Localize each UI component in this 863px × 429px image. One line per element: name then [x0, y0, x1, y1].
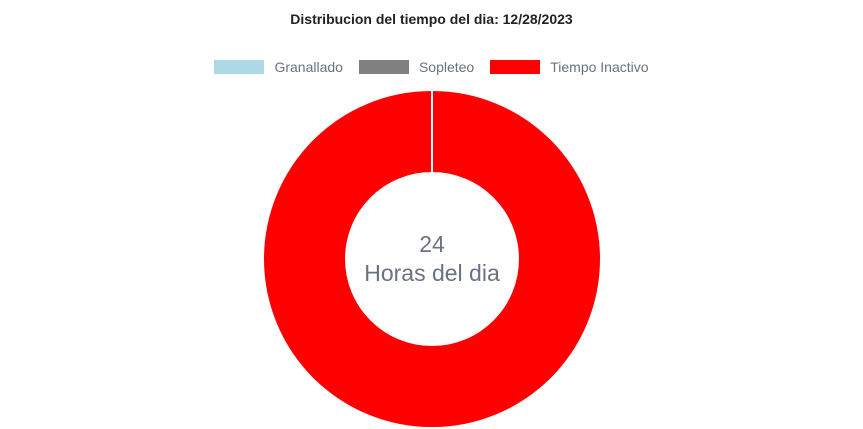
legend-label-sopleteo: Sopleteo	[418, 59, 475, 75]
legend-swatch-sopleteo	[358, 60, 409, 74]
legend-swatch-granallado	[214, 60, 265, 74]
center-value: 24	[419, 231, 445, 257]
legend-item-granallado[interactable]: Granallado	[214, 59, 343, 75]
legend-label-granallado: Granallado	[274, 59, 343, 75]
legend-item-tiempo-inactivo[interactable]: Tiempo Inactivo	[490, 59, 649, 75]
center-label: Horas del dia	[364, 260, 500, 286]
donut-slice-tiempo-inactivo[interactable]	[263, 90, 600, 428]
donut-slices	[263, 90, 600, 428]
legend-item-sopleteo[interactable]: Sopleteo	[358, 59, 475, 75]
chart-title: Distribucion del tiempo del dia: 12/28/2…	[290, 11, 573, 27]
chart-legend: Granallado Sopleteo Tiempo Inactivo	[0, 59, 863, 75]
legend-swatch-tiempo-inactivo	[490, 60, 541, 74]
legend-label-tiempo-inactivo: Tiempo Inactivo	[550, 59, 649, 75]
